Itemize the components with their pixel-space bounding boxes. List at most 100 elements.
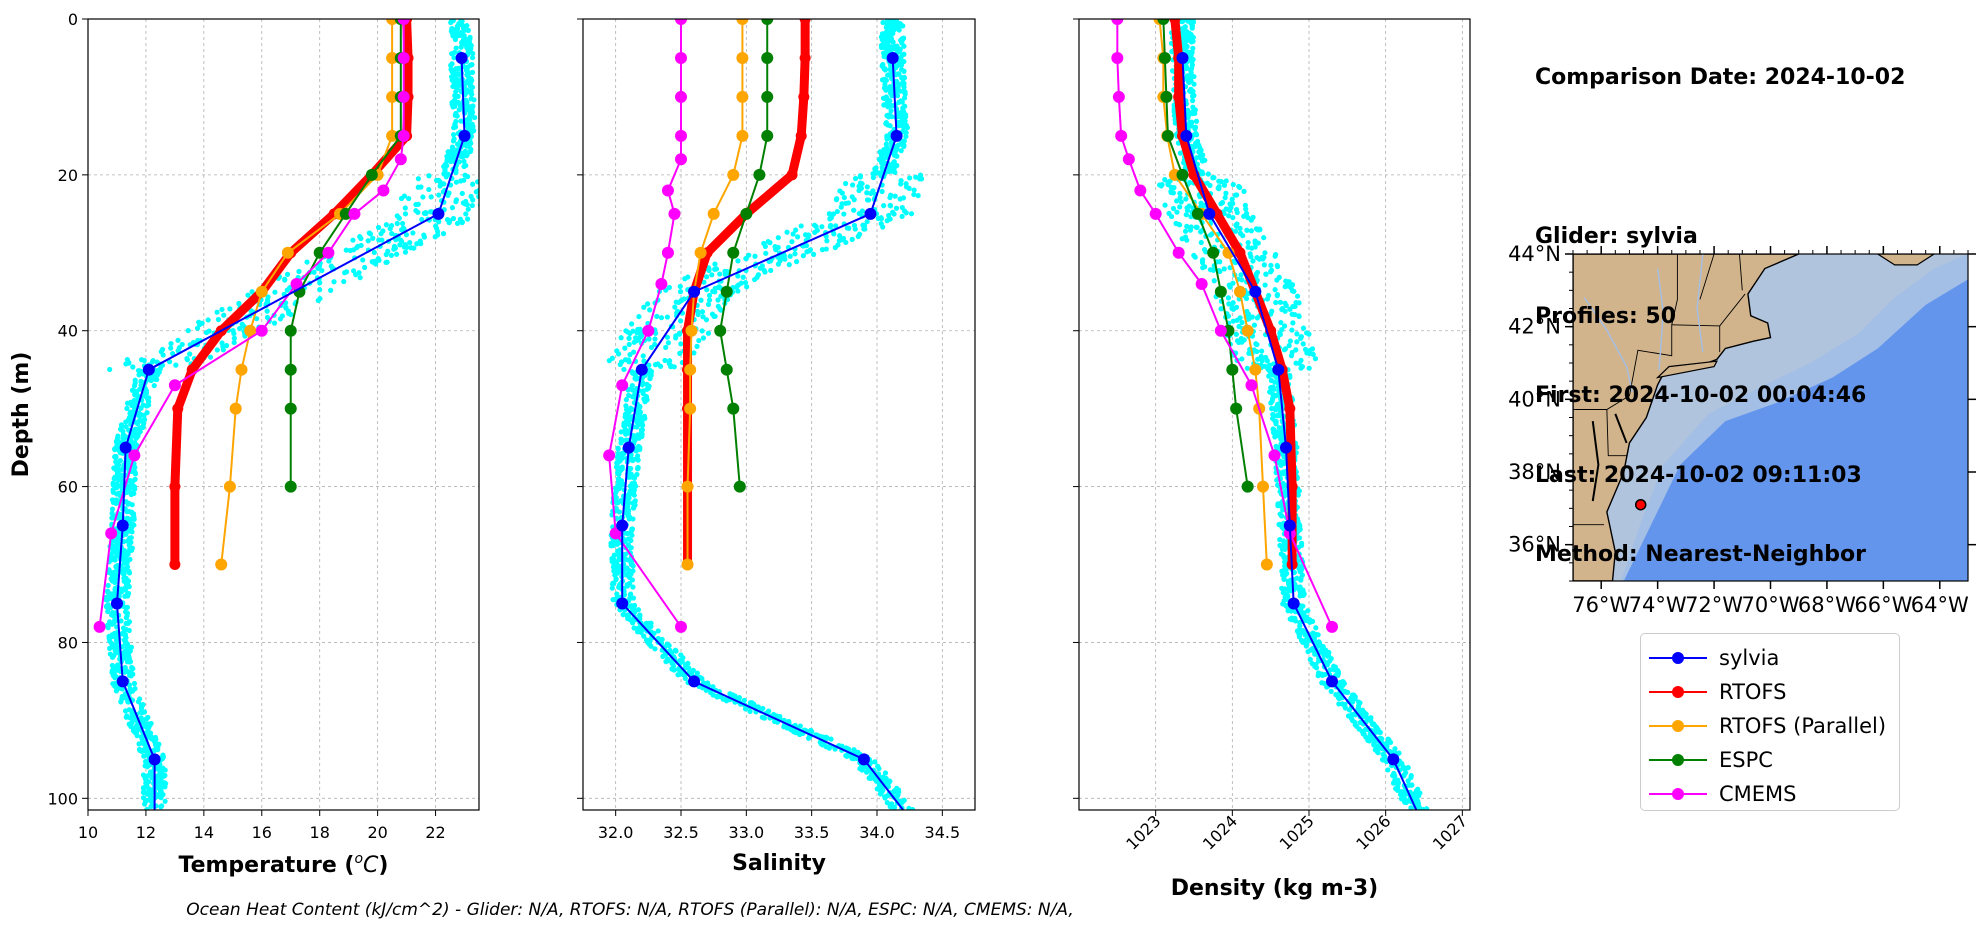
raw-point xyxy=(634,625,641,632)
raw-point xyxy=(109,497,116,503)
raw-point xyxy=(214,347,220,353)
legend-swatch xyxy=(1649,715,1707,737)
raw-point xyxy=(628,529,634,536)
series-line-espc xyxy=(719,19,769,487)
legend-label: ESPC xyxy=(1719,748,1773,772)
raw-point xyxy=(1183,212,1189,218)
data-point xyxy=(720,363,733,376)
raw-point xyxy=(317,295,323,302)
raw-point xyxy=(1272,253,1278,259)
raw-point xyxy=(1345,713,1352,719)
data-point xyxy=(290,277,303,290)
raw-point xyxy=(830,211,837,217)
raw-point xyxy=(1250,214,1256,220)
raw-point xyxy=(864,190,870,196)
raw-point xyxy=(888,20,894,26)
raw-point xyxy=(1162,202,1168,208)
raw-point xyxy=(457,101,463,107)
raw-point xyxy=(1170,190,1177,196)
raw-point xyxy=(436,192,442,198)
raw-point xyxy=(611,552,617,558)
raw-point xyxy=(637,409,644,415)
raw-point xyxy=(1303,643,1309,649)
raw-point xyxy=(1305,649,1311,655)
raw-point xyxy=(886,103,892,109)
map-lon-label: 70°W xyxy=(1742,593,1800,617)
y-axis-label: Depth (m) xyxy=(9,352,34,478)
legend-swatch xyxy=(1649,783,1707,805)
raw-point xyxy=(835,242,841,248)
y-tick-label: 0 xyxy=(68,10,78,29)
data-point xyxy=(1283,519,1296,532)
series-line-cmems xyxy=(98,19,405,627)
raw-point xyxy=(129,529,135,535)
raw-point xyxy=(1277,331,1283,338)
raw-point xyxy=(449,27,456,33)
raw-point xyxy=(1297,585,1303,591)
raw-point xyxy=(644,381,650,387)
y-tick-label: 80 xyxy=(58,633,78,652)
raw-point xyxy=(460,200,466,206)
raw-point xyxy=(141,357,147,364)
raw-point xyxy=(197,321,203,328)
raw-point xyxy=(903,181,909,187)
raw-point xyxy=(882,52,889,58)
raw-point xyxy=(891,159,897,165)
raw-point xyxy=(1281,576,1287,582)
raw-point xyxy=(124,604,131,610)
raw-point xyxy=(895,787,902,793)
raw-point xyxy=(701,680,707,686)
data-point xyxy=(1111,19,1124,25)
raw-point xyxy=(370,235,376,241)
raw-point xyxy=(633,456,639,462)
raw-point xyxy=(855,233,861,240)
raw-point xyxy=(1349,699,1356,705)
location-map: 44°N42°N40°N38°N36°N76°W74°W72°W70°W68°W… xyxy=(1508,242,1976,617)
raw-point xyxy=(1223,178,1229,184)
data-point xyxy=(1241,324,1254,337)
raw-point xyxy=(641,358,647,364)
raw-point xyxy=(160,352,166,358)
raw-point xyxy=(675,672,681,678)
raw-point xyxy=(626,571,633,577)
raw-point xyxy=(897,196,903,202)
x-tick-label: 1023 xyxy=(1122,811,1164,853)
raw-point xyxy=(449,69,455,75)
x-tick-label: 33.0 xyxy=(729,823,765,842)
data-point xyxy=(733,480,746,493)
raw-point xyxy=(369,259,375,265)
raw-point xyxy=(1408,782,1414,788)
raw-point xyxy=(351,268,357,274)
raw-point xyxy=(1186,76,1192,82)
raw-point xyxy=(1345,689,1351,695)
raw-point xyxy=(1236,339,1242,346)
raw-point xyxy=(856,183,862,189)
raw-point xyxy=(1251,322,1258,328)
raw-point xyxy=(1311,635,1318,641)
raw-point xyxy=(136,746,143,753)
raw-point xyxy=(794,259,800,265)
raw-point xyxy=(1230,181,1236,188)
data-point xyxy=(284,363,297,376)
raw-point xyxy=(407,239,413,246)
raw-point xyxy=(1191,92,1197,99)
data-point xyxy=(694,246,707,259)
raw-point xyxy=(1313,665,1320,671)
raw-point xyxy=(1298,637,1305,644)
x-tick-label: 14 xyxy=(194,823,214,842)
raw-point xyxy=(890,209,896,215)
raw-point xyxy=(1241,188,1247,194)
raw-point xyxy=(1278,513,1285,519)
raw-point xyxy=(166,359,173,365)
raw-point xyxy=(614,594,621,600)
raw-point xyxy=(331,279,337,285)
data-point xyxy=(284,402,297,415)
raw-point xyxy=(1242,202,1248,208)
raw-point xyxy=(112,590,118,596)
x-tick-label: 34.5 xyxy=(925,823,961,842)
raw-point xyxy=(627,352,633,358)
raw-point xyxy=(284,271,291,277)
x-tick-label: 34.0 xyxy=(859,823,895,842)
raw-point xyxy=(888,108,894,114)
raw-point xyxy=(1281,541,1288,547)
